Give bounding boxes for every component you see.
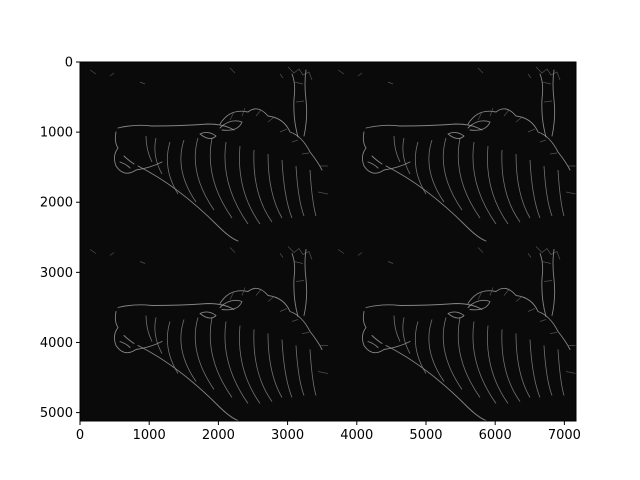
image-tile-top-left — [80, 62, 328, 242]
axes-frame — [79, 61, 577, 422]
y-tick-label: 1000 — [40, 126, 73, 141]
x-tick-label: 7000 — [548, 428, 581, 443]
x-axis: 0 1000 2000 3000 4000 5000 6000 7000 — [76, 421, 581, 443]
y-tick-label: 4000 — [40, 336, 73, 351]
x-tick-label: 5000 — [409, 428, 442, 443]
y-tick-label: 0 — [65, 56, 73, 71]
x-tick-label: 4000 — [340, 428, 373, 443]
image-tile-bottom-right — [328, 242, 576, 422]
x-tick-label: 1000 — [133, 428, 166, 443]
x-tick-label: 3000 — [271, 428, 304, 443]
y-tick-label: 3000 — [40, 266, 73, 281]
y-tick-label: 5000 — [40, 406, 73, 421]
x-tick-label: 6000 — [479, 428, 512, 443]
x-tick-label: 2000 — [202, 428, 235, 443]
image-area — [80, 62, 576, 421]
image-tile-top-right — [328, 62, 576, 242]
y-tick-label: 2000 — [40, 196, 73, 211]
y-axis: 0 1000 2000 3000 4000 5000 — [40, 56, 80, 421]
image-tile-bottom-left — [80, 242, 328, 422]
x-tick-label: 0 — [76, 428, 84, 443]
